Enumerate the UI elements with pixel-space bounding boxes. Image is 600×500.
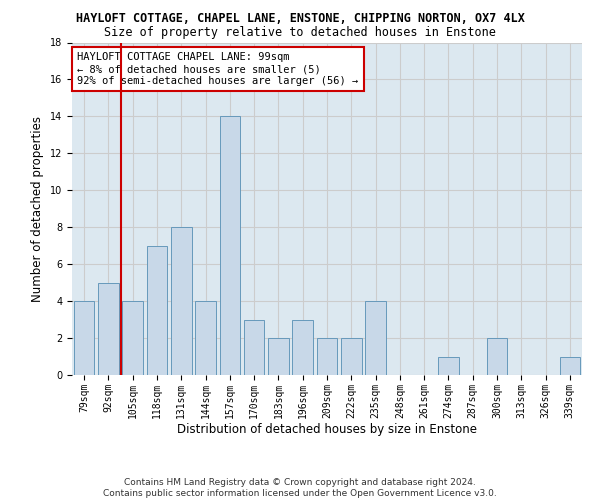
Bar bbox=[244, 320, 265, 375]
Bar bbox=[560, 356, 580, 375]
Bar bbox=[292, 320, 313, 375]
Y-axis label: Number of detached properties: Number of detached properties bbox=[31, 116, 44, 302]
Bar bbox=[268, 338, 289, 375]
Text: Size of property relative to detached houses in Enstone: Size of property relative to detached ho… bbox=[104, 26, 496, 39]
Bar bbox=[195, 301, 216, 375]
Bar bbox=[220, 116, 240, 375]
Bar bbox=[122, 301, 143, 375]
Text: HAYLOFT COTTAGE, CHAPEL LANE, ENSTONE, CHIPPING NORTON, OX7 4LX: HAYLOFT COTTAGE, CHAPEL LANE, ENSTONE, C… bbox=[76, 12, 524, 26]
Bar bbox=[74, 301, 94, 375]
Bar bbox=[487, 338, 508, 375]
X-axis label: Distribution of detached houses by size in Enstone: Distribution of detached houses by size … bbox=[177, 424, 477, 436]
Bar bbox=[146, 246, 167, 375]
Bar bbox=[171, 227, 191, 375]
Bar bbox=[317, 338, 337, 375]
Bar bbox=[98, 282, 119, 375]
Text: Contains HM Land Registry data © Crown copyright and database right 2024.
Contai: Contains HM Land Registry data © Crown c… bbox=[103, 478, 497, 498]
Bar bbox=[341, 338, 362, 375]
Bar bbox=[365, 301, 386, 375]
Bar bbox=[438, 356, 459, 375]
Text: HAYLOFT COTTAGE CHAPEL LANE: 99sqm
← 8% of detached houses are smaller (5)
92% o: HAYLOFT COTTAGE CHAPEL LANE: 99sqm ← 8% … bbox=[77, 52, 358, 86]
